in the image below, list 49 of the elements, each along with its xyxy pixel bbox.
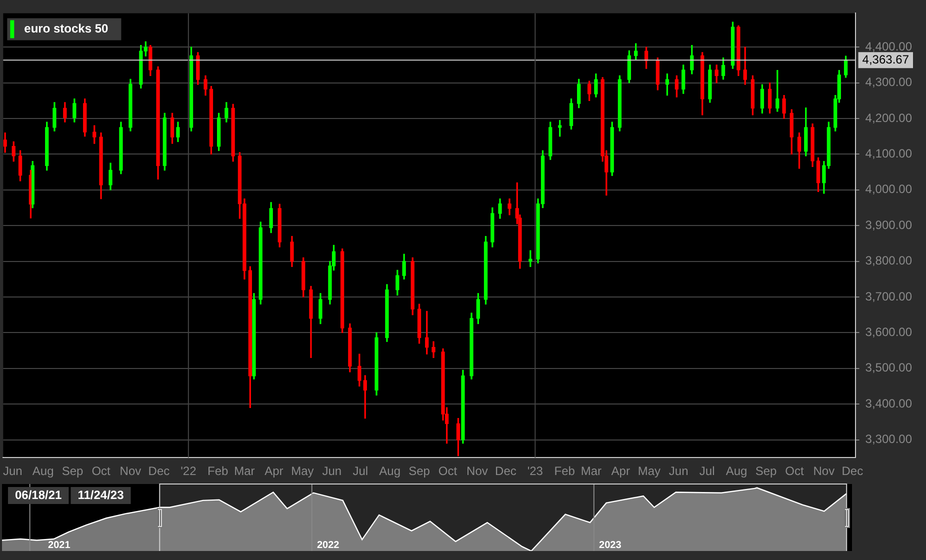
- y-tick-label: 3,700.00: [865, 289, 912, 304]
- x-tick-label: Nov: [813, 464, 835, 478]
- y-tick-label: 3,400.00: [865, 396, 912, 410]
- x-tick-label: Oct: [785, 464, 804, 478]
- x-tick-label: Sep: [408, 464, 430, 478]
- x-tick-label: '22: [180, 464, 197, 478]
- x-tick-label: 2021: [48, 540, 71, 551]
- x-tick-label: 2023: [599, 540, 622, 551]
- x-tick-label: Dec: [148, 464, 170, 478]
- x-tick-label: May: [291, 464, 314, 478]
- y-tick-label: 3,900.00: [865, 218, 912, 232]
- y-tick-label: 3,600.00: [865, 324, 912, 339]
- x-tick-label: Mar: [234, 464, 255, 478]
- y-tick-label: 4,000.00: [865, 182, 912, 196]
- x-tick-label: Sep: [755, 464, 777, 478]
- x-tick-label: Jul: [352, 464, 368, 478]
- legend-label: euro stocks 50: [24, 22, 109, 36]
- x-tick-label: Dec: [842, 464, 864, 478]
- x-tick-label: Feb: [554, 464, 576, 478]
- ref-line-label: 4,363.67: [862, 52, 910, 66]
- x-tick-label: Aug: [379, 464, 400, 478]
- x-tick-label: Jun: [2, 464, 22, 478]
- x-tick-label: Feb: [208, 464, 229, 478]
- x-tick-label: Mar: [580, 464, 602, 478]
- x-tick-label: Dec: [495, 464, 516, 478]
- x-tick-label: 2022: [316, 540, 340, 551]
- y-tick-label: 4,300.00: [865, 75, 912, 90]
- y-tick-label: 4,200.00: [865, 110, 912, 125]
- y-tick-label: 3,500.00: [865, 360, 912, 375]
- y-tick-label: 4,400.00: [865, 39, 912, 54]
- x-tick-label: Jun: [668, 464, 688, 478]
- x-tick-label: May: [638, 464, 660, 478]
- annotation: 11/24/23: [78, 488, 124, 502]
- x-tick-label: Aug: [726, 464, 748, 478]
- x-tick-label: Apr: [264, 464, 284, 478]
- x-tick-label: Oct: [438, 464, 458, 478]
- x-tick-label: Jun: [322, 464, 342, 478]
- annotation: 06/18/21: [15, 488, 62, 502]
- x-tick-label: Nov: [120, 464, 142, 478]
- y-tick-label: 3,300.00: [865, 432, 912, 446]
- x-tick-label: Nov: [466, 464, 488, 478]
- x-tick-label: Apr: [611, 464, 630, 478]
- x-tick-label: Oct: [92, 464, 112, 478]
- x-tick-label: '23: [527, 464, 544, 478]
- y-tick-label: 4,100.00: [865, 146, 912, 161]
- x-tick-label: Aug: [32, 464, 54, 478]
- y-tick-label: 3,800.00: [865, 254, 912, 268]
- x-tick-label: Sep: [62, 464, 84, 478]
- x-tick-label: Jul: [699, 464, 715, 478]
